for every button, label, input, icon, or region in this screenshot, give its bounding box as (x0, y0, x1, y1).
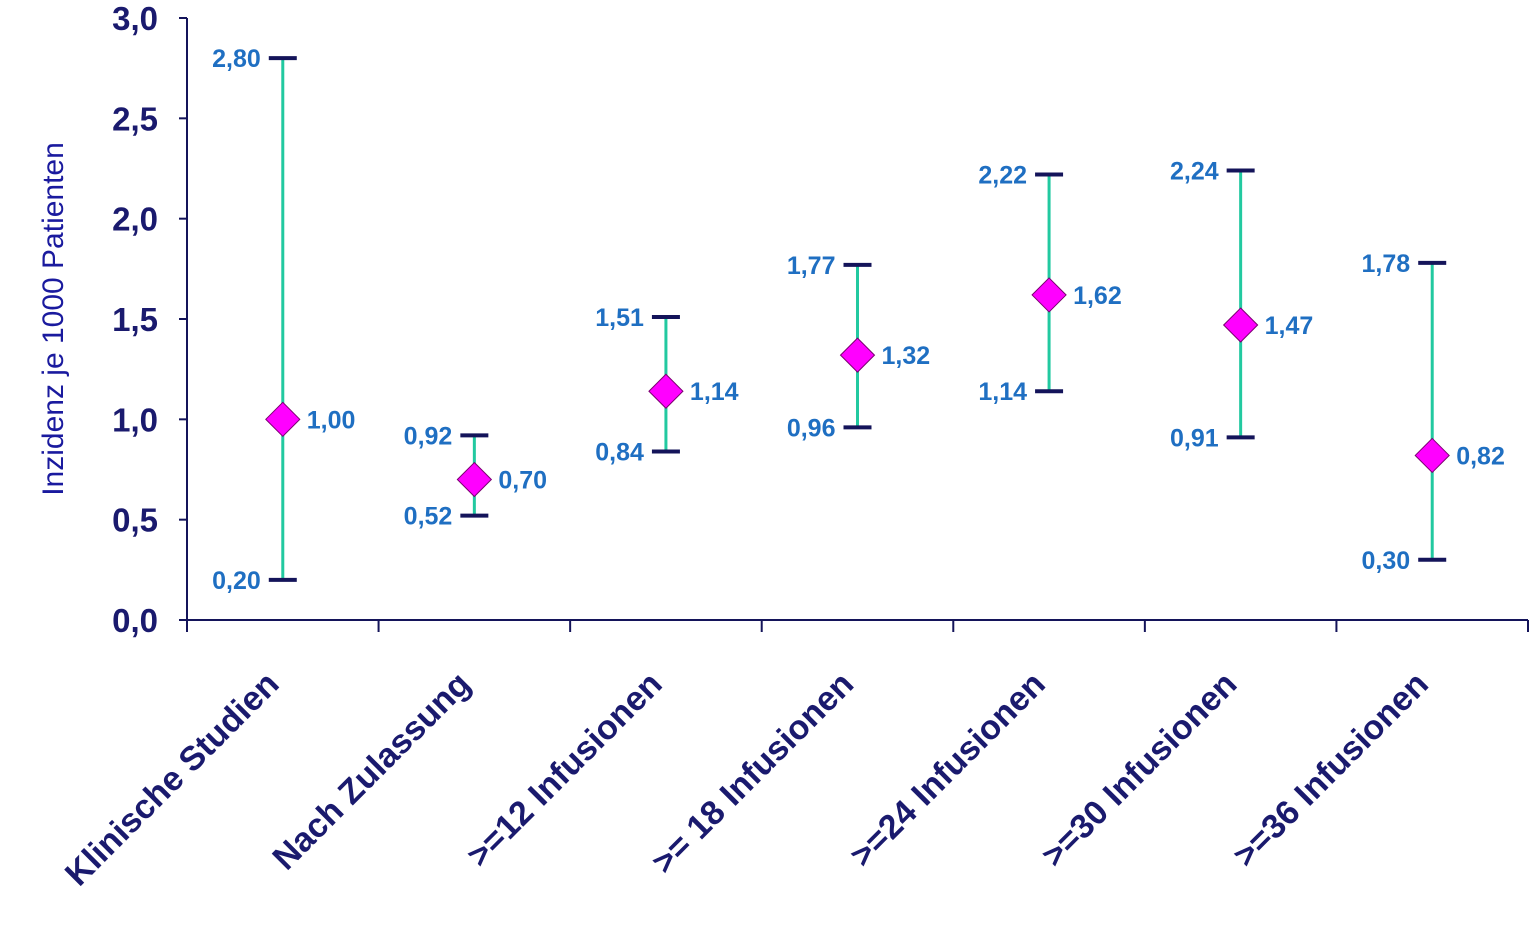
upper-bound-label: 2,24 (1170, 158, 1219, 186)
value-label: 0,70 (498, 467, 547, 495)
series-layer: 1,00 2,80 0,20 0,70 0,92 0,52 1,14 1,51 0,84 1,32… (212, 45, 1505, 595)
data-point-marker (1031, 277, 1067, 313)
value-label: 1,47 (1265, 312, 1314, 340)
category-label: Klinische Studien (58, 665, 287, 894)
upper-bound-label: 1,51 (595, 304, 644, 332)
category-label: >=12 Infusionen (460, 665, 670, 875)
lower-bound-label: 0,30 (1362, 547, 1411, 575)
y-tick-label: 0,0 (112, 602, 158, 639)
data-point-marker (1414, 437, 1450, 474)
category-label: >=30 Infusionen (1034, 665, 1244, 875)
data-point-marker (648, 373, 684, 409)
value-label: 1,00 (307, 406, 356, 434)
y-tick-label: 2,0 (112, 201, 158, 238)
category-label: >=24 Infusionen (843, 665, 1053, 875)
y-tick-label: 1,5 (112, 301, 158, 338)
upper-bound-label: 1,77 (787, 252, 836, 280)
value-label: 1,32 (882, 342, 931, 370)
data-point-marker (456, 461, 493, 498)
category-label: >= 18 Infusionen (645, 665, 862, 882)
tick-layer: 0,0 0,5 1,0 1,5 2,0 2,5 3,0 Klinische StudienNa… (58, 0, 1529, 894)
value-label: 0,82 (1456, 442, 1505, 470)
category-label: Nach Zulassung (265, 665, 478, 878)
data-point-marker (839, 337, 876, 373)
lower-bound-label: 0,96 (787, 414, 836, 442)
upper-bound-label: 0,92 (404, 422, 453, 450)
upper-bound-label: 2,22 (978, 162, 1027, 190)
category-label: >=36 Infusionen (1226, 665, 1436, 875)
y-axis-label: Inzidenz je 1000 Patienten (37, 142, 70, 496)
y-tick-label: 3,0 (112, 0, 158, 37)
upper-bound-label: 1,78 (1362, 250, 1411, 278)
data-point-marker (1222, 307, 1259, 343)
lower-bound-label: 0,84 (595, 438, 644, 466)
upper-bound-label: 2,80 (212, 45, 261, 73)
lower-bound-label: 0,91 (1170, 424, 1219, 452)
lower-bound-label: 0,20 (212, 567, 261, 595)
y-tick-label: 1,0 (112, 401, 158, 438)
value-label: 1,14 (690, 378, 739, 406)
data-point-marker (265, 401, 301, 438)
lower-bound-label: 1,14 (978, 378, 1027, 406)
value-label: 1,62 (1073, 282, 1122, 310)
y-tick-label: 0,5 (112, 502, 158, 539)
lower-bound-label: 0,52 (404, 503, 453, 531)
y-tick-label: 2,5 (112, 100, 158, 137)
